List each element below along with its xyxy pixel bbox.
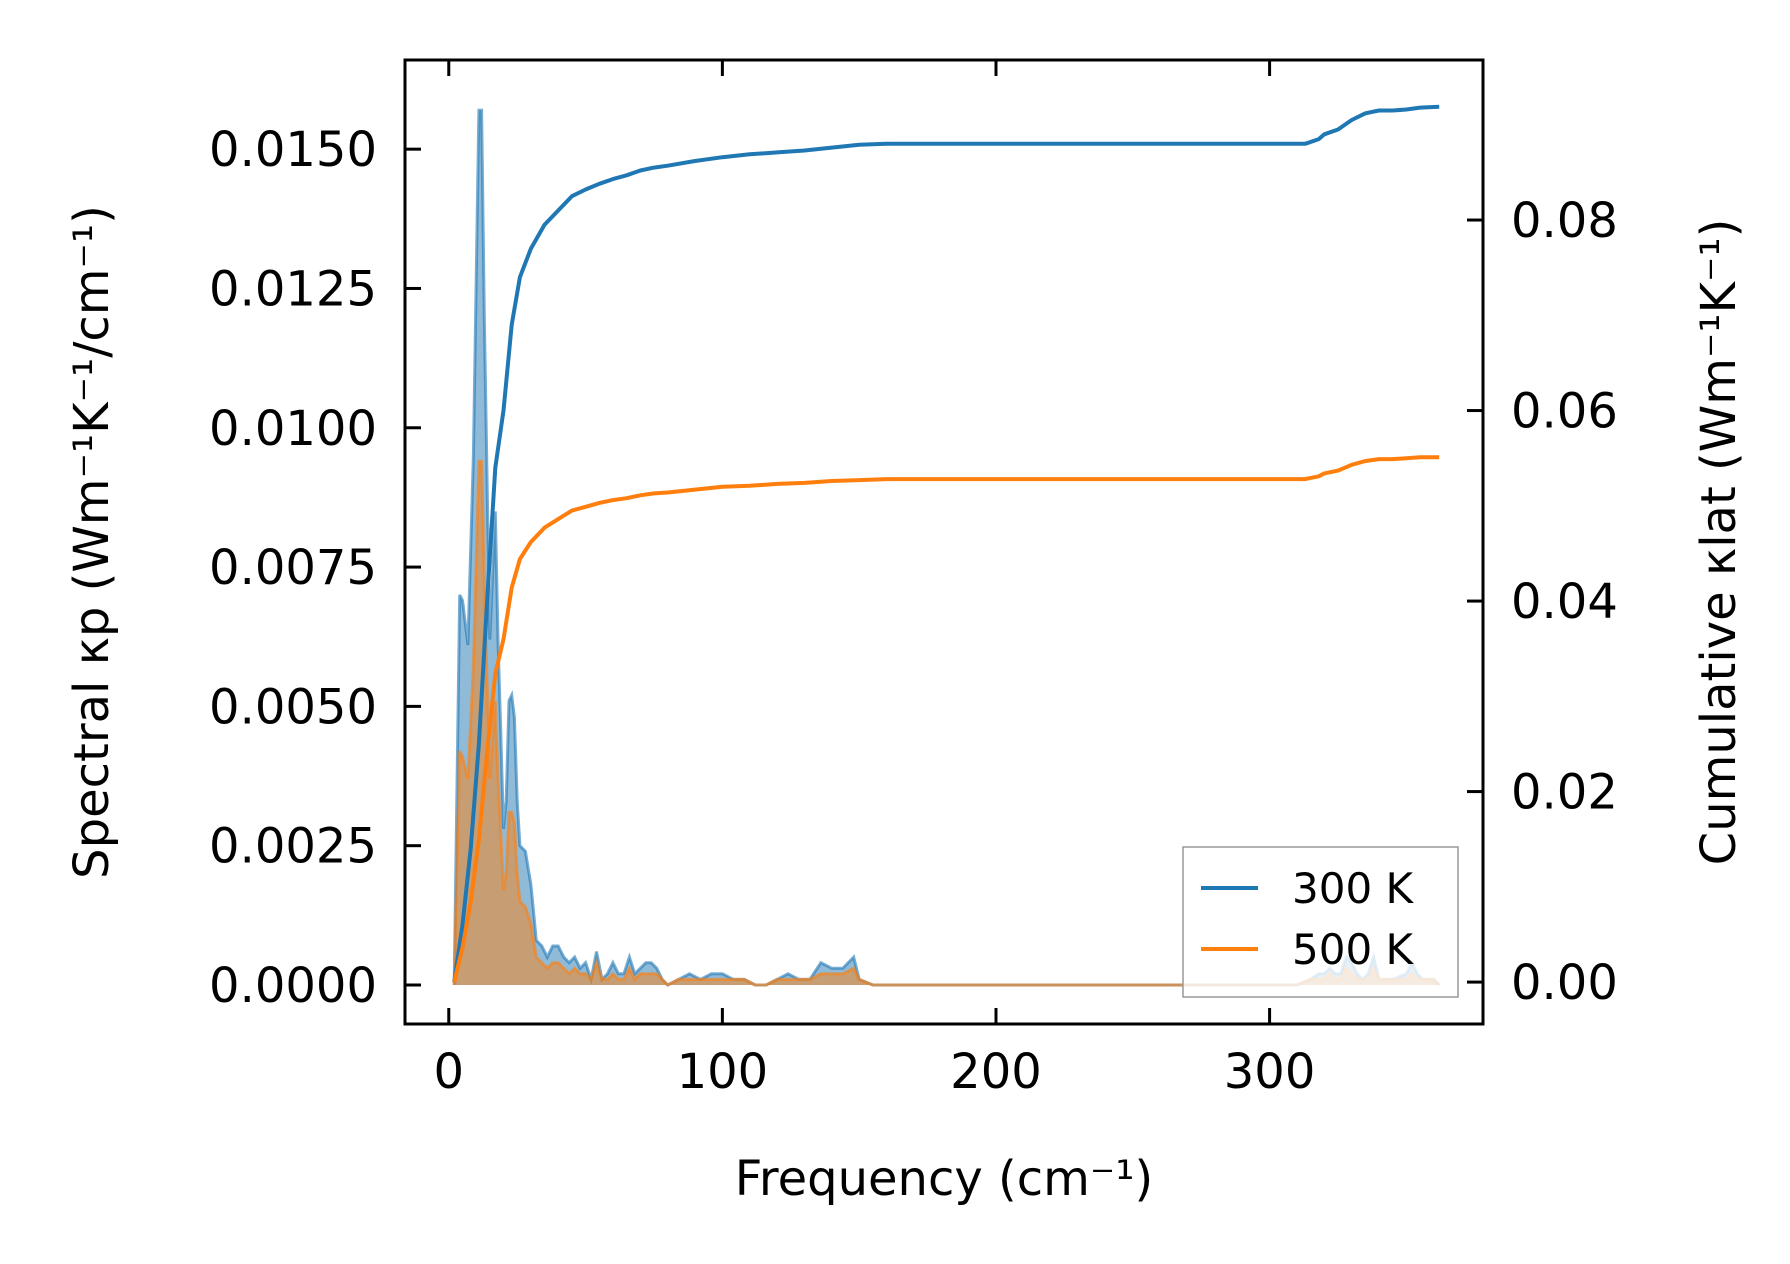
x-axis-title: Frequency (cm⁻¹) xyxy=(735,1151,1153,1207)
x-tick-label: 0 xyxy=(434,1044,465,1100)
y-axis-right-title: Cumulative κlat (Wm⁻¹K⁻¹) xyxy=(1691,219,1747,866)
series-lines xyxy=(452,104,1440,983)
y-left-tick-label: 0.0100 xyxy=(209,401,377,457)
legend: 300 K 500 K xyxy=(1182,846,1459,998)
y-right-tick-label: 0.04 xyxy=(1511,574,1618,630)
y-right-tick-label: 0.08 xyxy=(1511,193,1618,249)
tick-labels: 0 100 200 300 0.0000 0.0025 0.0050 0.0075 0.0100… xyxy=(209,122,1618,1100)
legend-box xyxy=(1182,846,1459,998)
y-left-tick-label: 0.0000 xyxy=(209,958,377,1014)
legend-label-500k: 500 K xyxy=(1292,925,1415,974)
y-right-tick-label: 0.06 xyxy=(1511,384,1618,440)
y-left-tick-label: 0.0150 xyxy=(209,122,377,178)
y-left-tick-label: 0.0125 xyxy=(209,261,377,317)
y-axis-left-title: Spectral κp (Wm⁻¹K⁻¹/cm⁻¹) xyxy=(64,205,120,879)
y-right-tick-label: 0.00 xyxy=(1511,955,1618,1011)
cumulative-line-300k xyxy=(452,104,1440,983)
cumulative-line-500k xyxy=(452,455,1440,983)
legend-label-300k: 300 K xyxy=(1292,864,1415,913)
y-right-tick-label: 0.02 xyxy=(1511,765,1618,821)
y-left-tick-label: 0.0050 xyxy=(209,679,377,735)
plot-frame xyxy=(403,58,1485,1026)
y-left-tick-label: 0.0025 xyxy=(209,819,377,875)
x-tick-label: 300 xyxy=(1224,1044,1316,1100)
x-tick-label: 200 xyxy=(950,1044,1042,1100)
x-tick-label: 100 xyxy=(677,1044,769,1100)
axis-ticks xyxy=(405,60,1483,1024)
y-left-tick-label: 0.0075 xyxy=(209,540,377,596)
